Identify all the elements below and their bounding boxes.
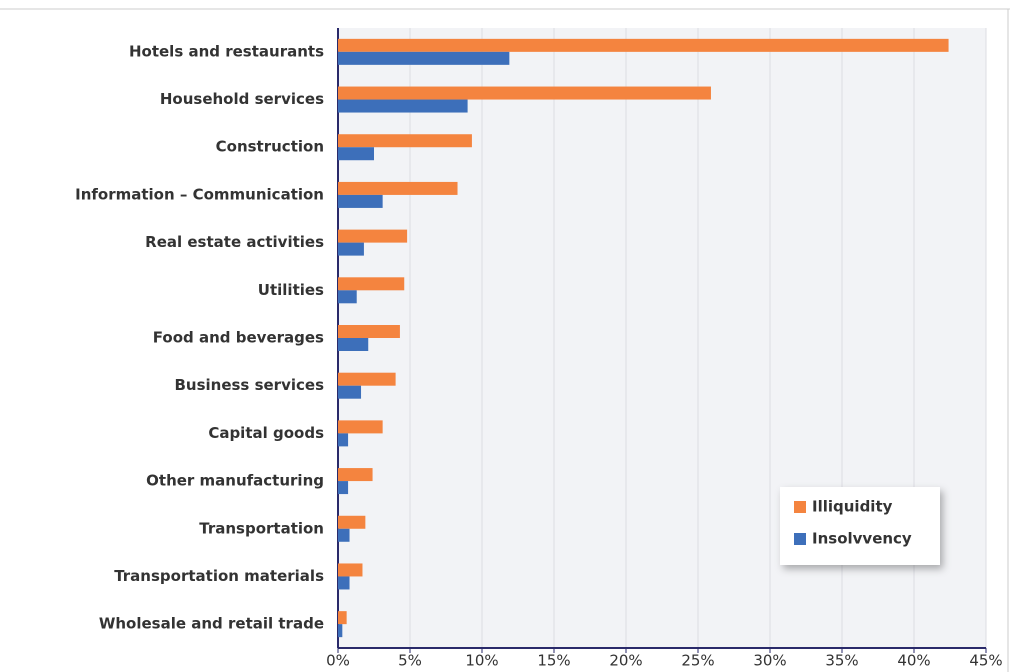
y-tick-label: Transportation materials	[114, 567, 324, 585]
bar	[338, 576, 350, 590]
bar	[338, 433, 349, 447]
y-tick-label: Hotels and restaurants	[129, 42, 324, 60]
x-tick-label: 25%	[681, 652, 714, 670]
x-tick-label: 20%	[609, 652, 642, 670]
y-tick-label: Capital goods	[208, 424, 324, 442]
legend-label: Insolvvency	[812, 530, 912, 548]
legend-label: Illiquidity	[812, 498, 893, 516]
x-tick-label: 30%	[753, 652, 786, 670]
y-tick-label: Construction	[216, 138, 324, 156]
bar	[338, 242, 364, 256]
bar	[338, 481, 349, 495]
bar	[338, 229, 408, 243]
y-tick-label: Household services	[160, 90, 324, 108]
x-tick-label: 35%	[825, 652, 858, 670]
bar	[338, 194, 383, 208]
legend: Illiquidity Insolvvency	[780, 487, 940, 565]
bar	[338, 611, 347, 625]
bar	[338, 51, 510, 65]
bar	[338, 181, 458, 195]
bar	[338, 468, 373, 482]
legend-swatch	[794, 533, 806, 545]
bar	[338, 385, 362, 399]
x-tick-label: 15%	[537, 652, 570, 670]
bar	[338, 515, 366, 529]
bar	[338, 86, 711, 100]
bar	[338, 290, 357, 304]
y-tick-label: Real estate activities	[145, 233, 324, 251]
y-tick-label: Wholesale and retail trade	[99, 615, 324, 633]
bar	[338, 99, 468, 113]
bar	[338, 134, 472, 148]
y-tick-label: Business services	[174, 376, 324, 394]
legend-box	[780, 487, 940, 565]
y-tick-label: Transportation	[199, 519, 324, 537]
bar	[338, 420, 383, 434]
bar	[338, 38, 949, 52]
bar	[338, 277, 405, 291]
bar	[338, 338, 369, 351]
y-tick-label: Utilities	[258, 281, 324, 299]
x-tick-label: 45%	[969, 652, 1002, 670]
bar	[338, 528, 350, 542]
bar	[338, 147, 374, 161]
x-tick-label: 10%	[465, 652, 498, 670]
x-tick-label: 40%	[897, 652, 930, 670]
y-tick-label: Food and beverages	[153, 329, 324, 347]
bar	[338, 624, 343, 638]
bar	[338, 563, 363, 577]
bar	[338, 372, 396, 386]
y-tick-label: Other manufacturing	[146, 472, 324, 490]
x-tick-label: 5%	[398, 652, 422, 670]
x-tick-label: 0%	[326, 652, 350, 670]
legend-swatch	[794, 501, 806, 513]
bar	[338, 325, 400, 338]
y-tick-label: Information – Communication	[75, 185, 324, 203]
